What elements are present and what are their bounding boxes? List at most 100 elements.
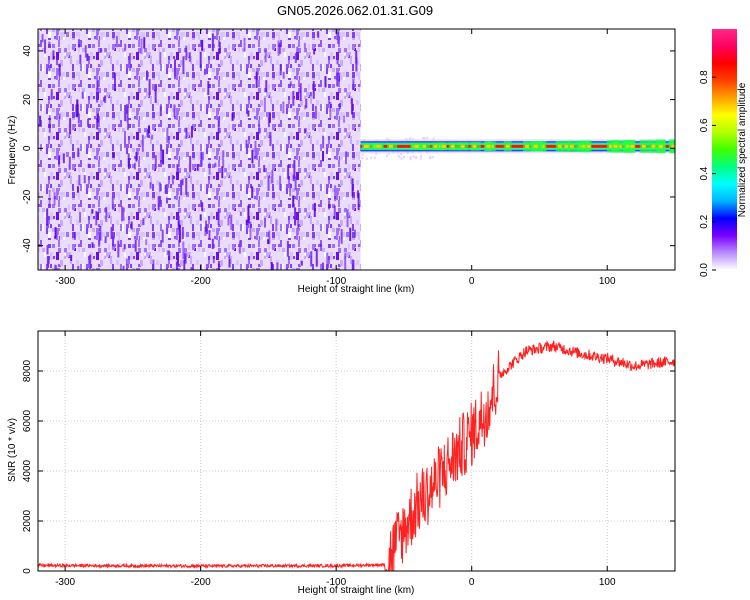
snr-frame: [37, 330, 676, 572]
noise-streak: [351, 259, 354, 270]
noise-streak: [84, 45, 87, 58]
noise-streak: [121, 206, 124, 222]
noise-streak: [181, 226, 184, 240]
noise-streak: [228, 258, 231, 268]
noise-streak: [124, 131, 127, 148]
signal-band-core: [360, 144, 675, 148]
noise-streak: [173, 104, 176, 117]
noise-streak: [289, 183, 292, 197]
signal-blob-core: [414, 144, 419, 148]
signal-halo-speck: [402, 155, 405, 158]
noise-streak: [49, 269, 52, 270]
noise-streak: [351, 178, 354, 197]
noise-streak: [89, 254, 92, 269]
noise-streak: [218, 41, 221, 54]
signal-blob-core: [658, 144, 663, 148]
colorbar-gradient: [712, 29, 737, 270]
noise-streak: [258, 123, 261, 135]
noise-streak: [146, 128, 149, 138]
noise-streak: [279, 42, 282, 54]
noise-streak: [217, 261, 220, 270]
noise-streak: [140, 38, 143, 55]
noise-streak: [300, 261, 303, 266]
signal-halo-speck: [412, 155, 415, 158]
noise-streak: [54, 264, 57, 270]
noise-streak: [81, 91, 84, 99]
noise-streak: [127, 153, 130, 168]
noise-streak: [75, 104, 78, 117]
noise-streak: [200, 153, 203, 167]
noise-streak: [292, 174, 295, 182]
x-tick-label: -100: [326, 577, 346, 588]
noise-streak: [303, 128, 306, 134]
noise-streak: [141, 134, 144, 152]
noise-streak: [292, 195, 295, 207]
noise-streak: [239, 211, 242, 216]
noise-streak: [296, 46, 299, 61]
noise-streak: [349, 227, 352, 241]
noise-streak: [77, 147, 80, 157]
signal-blob-core: [613, 144, 618, 148]
noise-streak: [177, 220, 180, 230]
signal-halo-speck: [373, 156, 376, 159]
noise-streak: [270, 262, 273, 270]
noise-streak: [227, 217, 230, 226]
noise-streak: [114, 72, 117, 91]
noise-streak: [238, 240, 241, 254]
noise-streak: [154, 84, 157, 92]
noise-streak: [247, 110, 250, 117]
noise-streak: [344, 151, 347, 165]
noise-streak: [314, 105, 317, 119]
noise-streak: [294, 176, 297, 191]
noise-streak: [96, 80, 99, 90]
noise-streak: [154, 85, 157, 103]
noise-streak: [76, 186, 79, 193]
signal-halo-speck: [411, 138, 414, 141]
signal-blob-core: [472, 144, 477, 148]
noise-streak: [176, 164, 179, 175]
noise-streak: [100, 48, 103, 53]
x-tick-label: -300: [55, 577, 75, 588]
noise-streak: [275, 218, 278, 232]
noise-streak: [344, 252, 347, 270]
noise-streak: [201, 202, 204, 212]
noise-streak: [247, 205, 250, 224]
signal-blob-core: [564, 144, 569, 148]
snr-series-line: [38, 340, 675, 571]
noise-streak: [196, 164, 199, 171]
signal-halo-speck: [409, 156, 412, 159]
noise-streak: [320, 243, 323, 251]
signal-halo-speck: [400, 153, 403, 156]
noise-streak: [160, 144, 163, 163]
noise-streak: [117, 240, 120, 258]
noise-streak: [282, 71, 285, 79]
signal-halo-speck: [385, 154, 388, 157]
noise-streak: [251, 149, 254, 164]
noise-streak: [96, 113, 99, 123]
noise-streak: [294, 207, 297, 226]
noise-streak: [181, 178, 184, 186]
signal-halo-speck: [361, 153, 364, 156]
noise-streak: [251, 186, 254, 199]
signal-halo-speck: [409, 137, 412, 140]
x-tick-label: 0: [469, 276, 475, 287]
spectrogram-frame: [37, 28, 676, 271]
signal-halo-speck: [397, 154, 400, 157]
noise-streak: [87, 163, 90, 168]
x-tick-label: -100: [326, 276, 346, 287]
noise-streak: [304, 104, 307, 110]
noise-streak: [48, 115, 51, 133]
noise-streak: [125, 258, 128, 265]
colorbar-tick-label: 0.4: [699, 166, 710, 180]
noise-streak: [110, 226, 113, 239]
y-tick-label: 0: [22, 568, 33, 574]
noise-streak: [277, 40, 280, 56]
noise-streak: [161, 229, 164, 243]
noise-streak: [46, 208, 49, 226]
noise-streak: [355, 50, 358, 64]
noise-streak: [313, 202, 316, 217]
noise-streak: [58, 155, 61, 165]
signal-blob-core: [533, 144, 538, 148]
